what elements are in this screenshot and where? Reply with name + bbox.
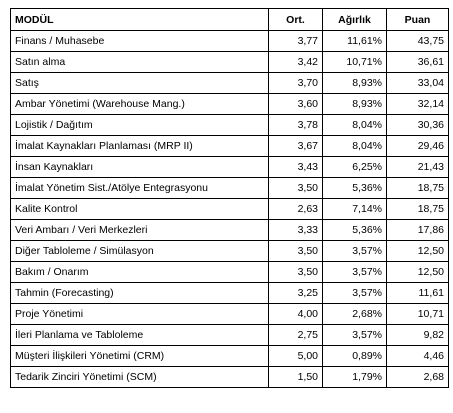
- cell-agirlik: 7,14%: [322, 198, 387, 220]
- header-puan: Puan: [386, 8, 449, 31]
- cell-puan: 18,75: [386, 198, 449, 220]
- cell-module: Veri Ambarı / Veri Merkezleri: [10, 219, 269, 241]
- cell-puan: 12,50: [386, 261, 449, 283]
- cell-puan: 32,14: [386, 93, 449, 115]
- cell-module: Lojistik / Dağıtım: [10, 114, 269, 136]
- cell-puan: 4,46: [386, 345, 449, 367]
- cell-ort: 3,60: [268, 93, 323, 115]
- cell-ort: 3,50: [268, 240, 323, 262]
- cell-ort: 3,77: [268, 30, 323, 52]
- table-row: Lojistik / Dağıtım 3,78 8,04% 30,36: [10, 114, 449, 136]
- cell-module: İleri Planlama ve Tabloleme: [10, 324, 269, 346]
- cell-agirlik: 8,93%: [322, 93, 387, 115]
- cell-module: Müşteri İlişkileri Yönetimi (CRM): [10, 345, 269, 367]
- cell-module: Tahmin (Forecasting): [10, 282, 269, 304]
- cell-ort: 3,43: [268, 156, 323, 178]
- cell-ort: 3,25: [268, 282, 323, 304]
- table-row: Bakım / Onarım 3,50 3,57% 12,50: [10, 261, 449, 283]
- table-row: Satın alma 3,42 10,71% 36,61: [10, 51, 449, 73]
- cell-puan: 9,82: [386, 324, 449, 346]
- table-row: Satış 3,70 8,93% 33,04: [10, 72, 449, 94]
- header-ort: Ort.: [268, 8, 323, 31]
- table-header: MODÜL Ort. Ağırlık Puan: [10, 8, 449, 31]
- cell-module: Satın alma: [10, 51, 269, 73]
- cell-ort: 3,78: [268, 114, 323, 136]
- cell-ort: 3,42: [268, 51, 323, 73]
- cell-module: Finans / Muhasebe: [10, 30, 269, 52]
- header-row: MODÜL Ort. Ağırlık Puan: [10, 8, 449, 31]
- header-agirlik: Ağırlık: [322, 8, 387, 31]
- cell-ort: 2,63: [268, 198, 323, 220]
- table-row: İleri Planlama ve Tabloleme 2,75 3,57% 9,82: [10, 324, 449, 346]
- cell-puan: 10,71: [386, 303, 449, 325]
- table-row: Müşteri İlişkileri Yönetimi (CRM) 5,00 0,8…: [10, 345, 449, 367]
- cell-module: Bakım / Onarım: [10, 261, 269, 283]
- cell-module: Satış: [10, 72, 269, 94]
- cell-module: İnsan Kaynakları: [10, 156, 269, 178]
- cell-puan: 43,75: [386, 30, 449, 52]
- header-module: MODÜL: [10, 8, 269, 31]
- cell-agirlik: 0,89%: [322, 345, 387, 367]
- cell-puan: 36,61: [386, 51, 449, 73]
- cell-agirlik: 2,68%: [322, 303, 387, 325]
- cell-agirlik: 3,57%: [322, 240, 387, 262]
- cell-puan: 12,50: [386, 240, 449, 262]
- cell-ort: 4,00: [268, 303, 323, 325]
- cell-agirlik: 3,57%: [322, 282, 387, 304]
- cell-puan: 18,75: [386, 177, 449, 199]
- cell-ort: 3,50: [268, 261, 323, 283]
- cell-puan: 30,36: [386, 114, 449, 136]
- module-score-table: MODÜL Ort. Ağırlık Puan Finans / Muhaseb…: [10, 8, 449, 388]
- cell-puan: 17,86: [386, 219, 449, 241]
- table-row: Diğer Tabloleme / Simülasyon 3,50 3,57% 12,…: [10, 240, 449, 262]
- table-row: İmalat Kaynakları Planlaması (MRP II) 3,6…: [10, 135, 449, 157]
- cell-module: İmalat Yönetim Sist./Atölye Entegrasyonu: [10, 177, 269, 199]
- cell-agirlik: 8,04%: [322, 114, 387, 136]
- table-row: Proje Yönetimi 4,00 2,68% 10,71: [10, 303, 449, 325]
- cell-agirlik: 1,79%: [322, 366, 387, 388]
- cell-ort: 3,70: [268, 72, 323, 94]
- table-row: İnsan Kaynakları 3,43 6,25% 21,43: [10, 156, 449, 178]
- cell-puan: 33,04: [386, 72, 449, 94]
- table-row: Finans / Muhasebe 3,77 11,61% 43,75: [10, 30, 449, 52]
- cell-ort: 3,67: [268, 135, 323, 157]
- cell-ort: 1,50: [268, 366, 323, 388]
- table-row: Tedarik Zinciri Yönetimi (SCM) 1,50 1,79% 2…: [10, 366, 449, 388]
- cell-agirlik: 5,36%: [322, 177, 387, 199]
- cell-module: Proje Yönetimi: [10, 303, 269, 325]
- cell-puan: 21,43: [386, 156, 449, 178]
- cell-agirlik: 3,57%: [322, 261, 387, 283]
- table-row: Veri Ambarı / Veri Merkezleri 3,33 5,36% 17…: [10, 219, 449, 241]
- table-row: Tahmin (Forecasting) 3,25 3,57% 11,61: [10, 282, 449, 304]
- cell-agirlik: 8,04%: [322, 135, 387, 157]
- cell-ort: 5,00: [268, 345, 323, 367]
- cell-agirlik: 10,71%: [322, 51, 387, 73]
- cell-puan: 2,68: [386, 366, 449, 388]
- cell-module: Kalite Kontrol: [10, 198, 269, 220]
- cell-module: Tedarik Zinciri Yönetimi (SCM): [10, 366, 269, 388]
- cell-module: Diğer Tabloleme / Simülasyon: [10, 240, 269, 262]
- cell-agirlik: 11,61%: [322, 30, 387, 52]
- cell-ort: 3,50: [268, 177, 323, 199]
- cell-agirlik: 3,57%: [322, 324, 387, 346]
- table-body: Finans / Muhasebe 3,77 11,61% 43,75 Satın al…: [10, 30, 449, 388]
- cell-module: İmalat Kaynakları Planlaması (MRP II): [10, 135, 269, 157]
- cell-puan: 29,46: [386, 135, 449, 157]
- cell-agirlik: 6,25%: [322, 156, 387, 178]
- cell-agirlik: 5,36%: [322, 219, 387, 241]
- cell-puan: 11,61: [386, 282, 449, 304]
- cell-agirlik: 8,93%: [322, 72, 387, 94]
- cell-module: Ambar Yönetimi (Warehouse Mang.): [10, 93, 269, 115]
- table-row: Kalite Kontrol 2,63 7,14% 18,75: [10, 198, 449, 220]
- cell-ort: 2,75: [268, 324, 323, 346]
- table-row: Ambar Yönetimi (Warehouse Mang.) 3,60 8,93…: [10, 93, 449, 115]
- table-row: İmalat Yönetim Sist./Atölye Entegrasyonu…: [10, 177, 449, 199]
- cell-ort: 3,33: [268, 219, 323, 241]
